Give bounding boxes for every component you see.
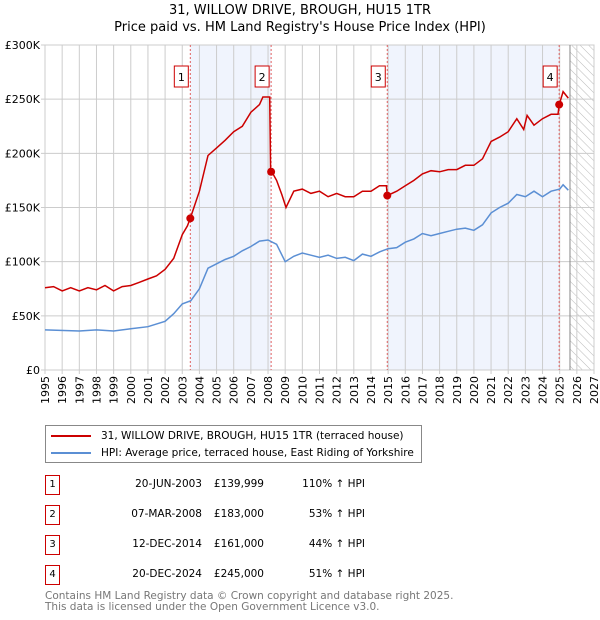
transaction-price: £161,000 [213, 538, 264, 550]
y-tick-label: £300K [5, 39, 41, 52]
x-tick-label: 2001 [142, 376, 155, 404]
x-tick-label: 2002 [159, 376, 172, 404]
transaction-number: 2 [45, 505, 60, 525]
x-tick-label: 2000 [125, 376, 138, 404]
x-tick-label: 2018 [434, 376, 447, 404]
transaction-number: 4 [45, 565, 60, 585]
sale-label-number: 4 [547, 71, 554, 84]
x-tick-label: 2026 [571, 376, 584, 404]
x-tick-label: 2012 [331, 376, 344, 404]
sale-label-number: 1 [178, 71, 185, 84]
x-tick-label: 2021 [485, 376, 498, 404]
legend-label-property: 31, WILLOW DRIVE, BROUGH, HU15 1TR (terr… [101, 430, 404, 442]
transaction-hpi: 110% ↑ HPI [302, 478, 365, 490]
y-tick-label: £0 [26, 364, 40, 377]
x-tick-label: 1997 [73, 376, 86, 404]
x-tick-label: 1996 [56, 376, 69, 404]
transaction-hpi: 53% ↑ HPI [308, 508, 365, 520]
chart-title-line1: 31, WILLOW DRIVE, BROUGH, HU15 1TR [168, 3, 431, 18]
transaction-hpi: 51% ↑ HPI [308, 568, 365, 580]
transaction-row: 3 12-DEC-2014 £161,000 44% ↑ HPI [45, 535, 445, 555]
x-tick-label: 2027 [588, 376, 600, 404]
sale-label-number: 3 [375, 71, 382, 84]
sale-label-box [370, 65, 386, 88]
transaction-price: £139,999 [213, 478, 264, 490]
x-tick-label: 2025 [554, 376, 567, 404]
sale-point [267, 167, 276, 176]
y-tick-label: £250K [5, 93, 41, 106]
transaction-date: 20-JUN-2003 [135, 478, 202, 490]
x-tick-label: 2006 [228, 376, 241, 404]
x-tick-label: 2022 [502, 376, 515, 404]
red-line-swatch [51, 435, 91, 437]
legend-item-property: 31, WILLOW DRIVE, BROUGH, HU15 1TR (terr… [46, 428, 404, 444]
transaction-date: 07-MAR-2008 [131, 508, 202, 520]
x-tick-label: 2011 [314, 376, 327, 404]
legend-label-hpi: HPI: Average price, terraced house, East… [101, 447, 414, 459]
footer-copyright: Contains HM Land Registry data © Crown c… [45, 590, 454, 602]
blue-line-swatch [51, 452, 91, 454]
sale-point [383, 191, 392, 200]
sale-point [555, 100, 564, 109]
x-tick-label: 2003 [176, 376, 189, 404]
x-tick-label: 1998 [90, 376, 103, 404]
hpi-line [44, 183, 569, 332]
x-tick-label: 2004 [193, 376, 206, 404]
x-tick-label: 2008 [262, 376, 275, 404]
transaction-row: 4 20-DEC-2024 £245,000 51% ↑ HPI [45, 565, 445, 585]
x-tick-label: 2005 [211, 376, 224, 404]
legend-item-hpi: HPI: Average price, terraced house, East… [46, 445, 414, 461]
transaction-number: 3 [45, 535, 60, 555]
y-tick-label: £100K [5, 256, 41, 269]
transaction-date: 12-DEC-2014 [132, 538, 202, 550]
transaction-date: 20-DEC-2024 [132, 568, 202, 580]
x-tick-label: 1995 [39, 376, 52, 404]
x-tick-label: 2009 [279, 376, 292, 404]
x-tick-label: 2014 [365, 376, 378, 404]
sale-label-box [542, 65, 558, 88]
transaction-hpi: 44% ↑ HPI [308, 538, 365, 550]
x-tick-label: 2023 [519, 376, 532, 404]
x-tick-label: 2017 [416, 376, 429, 404]
chart-title-line2: Price paid vs. HM Land Registry's House … [114, 20, 486, 35]
y-tick-label: £200K [5, 147, 41, 160]
transaction-price: £245,000 [213, 568, 264, 580]
sale-label-number: 2 [259, 71, 266, 84]
x-tick-label: 2016 [399, 376, 412, 404]
transaction-row: 1 20-JUN-2003 £139,999 110% ↑ HPI [45, 475, 445, 495]
x-tick-label: 2013 [348, 376, 361, 404]
transaction-number: 1 [45, 475, 60, 495]
sale-point [186, 214, 195, 223]
x-tick-label: 2007 [245, 376, 258, 404]
transaction-row: 2 07-MAR-2008 £183,000 53% ↑ HPI [45, 505, 445, 525]
x-tick-label: 2015 [382, 376, 395, 404]
x-tick-label: 2024 [537, 376, 550, 404]
x-tick-label: 2020 [468, 376, 481, 404]
sale-label-box [254, 65, 270, 88]
y-tick-label: £150K [5, 202, 41, 215]
y-tick-label: £50K [12, 310, 41, 323]
footer-licence: This data is licensed under the Open Gov… [45, 601, 380, 613]
sale-label-box [173, 65, 189, 88]
x-tick-label: 1999 [108, 376, 121, 404]
property-price-line [44, 90, 569, 292]
legend: 31, WILLOW DRIVE, BROUGH, HU15 1TR (terr… [45, 425, 422, 463]
x-tick-label: 2010 [296, 376, 309, 404]
transaction-price: £183,000 [213, 508, 264, 520]
price-chart: 1995 1996 1997 1998 1999 2000 2001 2002 2003 2004… [5, 39, 600, 404]
x-tick-label: 2019 [451, 376, 464, 404]
